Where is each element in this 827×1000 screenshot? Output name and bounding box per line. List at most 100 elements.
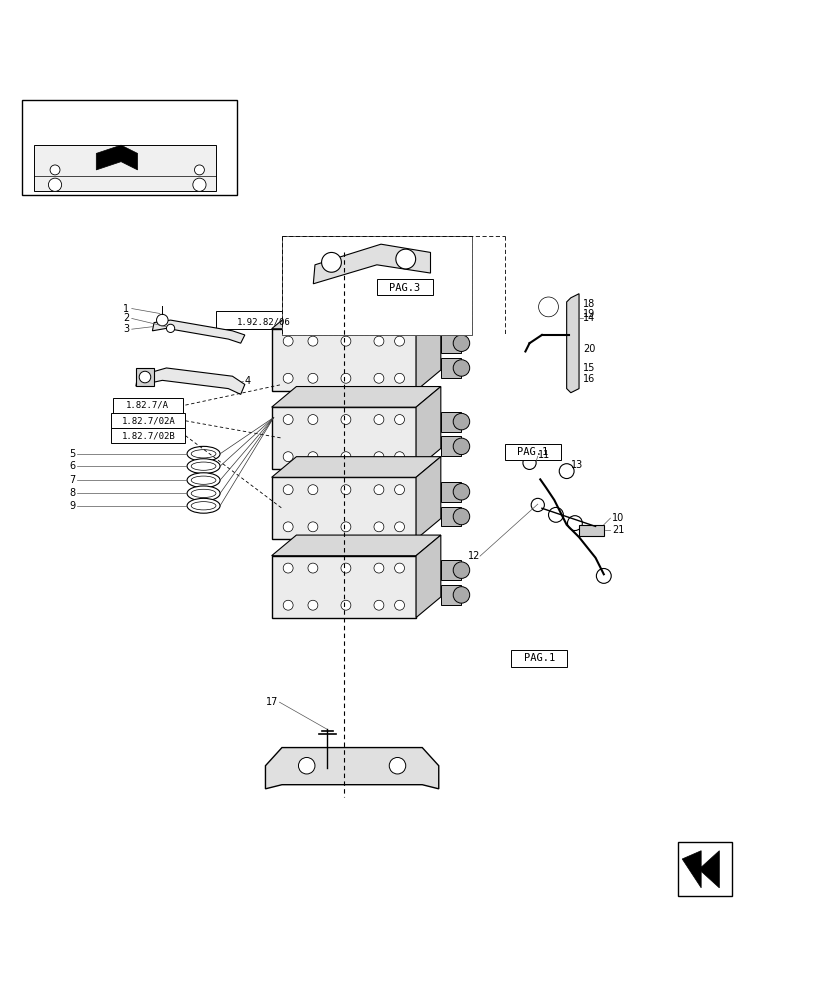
Polygon shape [415, 308, 440, 391]
Bar [440, 482, 461, 502]
Bar [440, 412, 461, 432]
Text: 10: 10 [611, 513, 624, 523]
Polygon shape [313, 244, 430, 284]
Bar [440, 560, 461, 580]
Text: 18: 18 [582, 299, 595, 309]
Bar [112, 398, 183, 413]
Circle shape [595, 568, 610, 583]
Circle shape [374, 415, 384, 424]
Circle shape [283, 563, 293, 573]
Ellipse shape [191, 489, 216, 498]
Circle shape [394, 415, 404, 424]
Circle shape [389, 757, 405, 774]
Circle shape [341, 373, 351, 383]
Ellipse shape [187, 446, 220, 461]
Bar [271, 407, 415, 469]
Polygon shape [271, 457, 440, 477]
Polygon shape [271, 535, 440, 556]
Circle shape [394, 563, 404, 573]
Circle shape [452, 508, 469, 525]
Circle shape [452, 562, 469, 578]
Circle shape [341, 522, 351, 532]
Circle shape [50, 165, 60, 175]
Text: 12: 12 [467, 551, 480, 561]
Circle shape [308, 522, 318, 532]
Bar [111, 428, 185, 443]
Circle shape [374, 373, 384, 383]
Circle shape [48, 178, 61, 191]
Polygon shape [265, 748, 438, 789]
Text: 19: 19 [582, 309, 595, 319]
Circle shape [531, 498, 543, 512]
Circle shape [156, 314, 168, 326]
Circle shape [523, 456, 536, 469]
Text: 8: 8 [69, 488, 75, 498]
Bar [578, 525, 603, 536]
Text: PAG.1: PAG.1 [523, 653, 554, 663]
Bar [271, 477, 415, 539]
Ellipse shape [191, 502, 216, 510]
Circle shape [283, 415, 293, 424]
Bar [271, 329, 415, 391]
Circle shape [308, 563, 318, 573]
Circle shape [283, 485, 293, 495]
Circle shape [374, 452, 384, 462]
Bar [376, 279, 433, 295]
Circle shape [308, 600, 318, 610]
Bar [440, 507, 461, 526]
Circle shape [283, 336, 293, 346]
Circle shape [566, 516, 581, 531]
Polygon shape [271, 308, 440, 329]
Circle shape [394, 336, 404, 346]
Text: 20: 20 [582, 344, 595, 354]
Circle shape [308, 485, 318, 495]
Circle shape [321, 252, 341, 272]
Circle shape [308, 415, 318, 424]
Polygon shape [96, 145, 137, 170]
Circle shape [452, 483, 469, 500]
Text: 16: 16 [582, 374, 595, 384]
Text: 9: 9 [69, 501, 75, 511]
Circle shape [341, 563, 351, 573]
Circle shape [283, 452, 293, 462]
Ellipse shape [191, 476, 216, 484]
Circle shape [308, 373, 318, 383]
Bar [511, 650, 566, 667]
Polygon shape [136, 368, 245, 394]
Circle shape [283, 373, 293, 383]
Circle shape [452, 335, 469, 351]
Ellipse shape [187, 459, 220, 474]
Circle shape [341, 415, 351, 424]
Text: 3: 3 [123, 324, 129, 334]
Polygon shape [681, 851, 719, 888]
Bar [440, 436, 461, 456]
Bar [440, 358, 461, 378]
Ellipse shape [187, 473, 220, 488]
Ellipse shape [191, 462, 216, 470]
Text: 13: 13 [570, 460, 582, 470]
Circle shape [283, 600, 293, 610]
Bar [271, 556, 415, 618]
Circle shape [542, 301, 553, 313]
Text: 21: 21 [611, 525, 624, 535]
Circle shape [374, 485, 384, 495]
Polygon shape [566, 294, 578, 393]
Bar [677, 842, 731, 896]
Text: 6: 6 [69, 461, 75, 471]
Circle shape [374, 522, 384, 532]
Polygon shape [415, 457, 440, 539]
Text: 1.82.7/02A: 1.82.7/02A [122, 416, 175, 425]
Text: 7: 7 [69, 475, 75, 485]
Circle shape [395, 249, 415, 269]
Text: 4: 4 [245, 376, 251, 386]
Ellipse shape [187, 498, 220, 513]
Text: 15: 15 [582, 363, 595, 373]
Text: PAG.3: PAG.3 [389, 283, 420, 293]
Ellipse shape [191, 450, 216, 458]
Bar [111, 413, 185, 428]
Circle shape [298, 757, 314, 774]
Circle shape [452, 438, 469, 455]
Circle shape [341, 336, 351, 346]
Text: 1: 1 [123, 304, 129, 314]
Circle shape [394, 600, 404, 610]
